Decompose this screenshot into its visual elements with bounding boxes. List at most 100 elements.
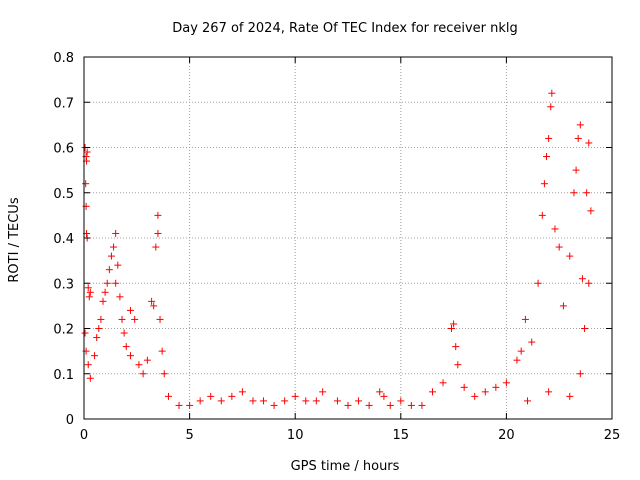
data-point <box>114 261 122 269</box>
y-tick-label: 0.4 <box>53 232 74 247</box>
data-point <box>312 397 320 405</box>
data-point <box>82 180 90 188</box>
data-point <box>86 374 94 382</box>
data-point <box>551 225 559 233</box>
data-point <box>545 388 553 396</box>
y-tick-label: 0.6 <box>53 142 74 157</box>
data-point <box>397 397 405 405</box>
data-point <box>126 352 134 360</box>
data-point <box>547 103 555 111</box>
chart-title: Day 267 of 2024, Rate Of TEC Index for r… <box>172 21 518 36</box>
data-point <box>439 379 447 387</box>
data-point <box>101 288 109 296</box>
data-point <box>122 343 130 351</box>
data-point <box>365 401 373 409</box>
data-point <box>319 388 327 396</box>
data-point <box>572 166 580 174</box>
data-point <box>585 139 593 147</box>
y-tick-label: 0.7 <box>53 96 74 111</box>
data-point <box>186 401 194 409</box>
y-tick-label: 0 <box>66 413 74 428</box>
data-point <box>131 315 139 323</box>
data-point <box>152 243 160 251</box>
y-tick-label: 0.1 <box>53 368 74 383</box>
data-point <box>566 252 574 260</box>
data-point <box>126 306 134 314</box>
data-point <box>110 243 118 251</box>
data-point <box>260 397 268 405</box>
x-tick-label: 0 <box>80 428 88 443</box>
data-point <box>538 211 546 219</box>
data-point <box>160 370 168 378</box>
data-point <box>139 370 147 378</box>
data-point <box>333 397 341 405</box>
data-point <box>583 189 591 197</box>
data-point <box>150 302 158 310</box>
data-point <box>570 189 578 197</box>
data-point <box>228 392 236 400</box>
data-point <box>534 279 542 287</box>
data-points <box>81 89 595 409</box>
data-point <box>175 401 183 409</box>
data-point <box>84 361 92 369</box>
y-tick-label: 0.5 <box>53 187 74 202</box>
data-point <box>164 392 172 400</box>
data-point <box>291 392 299 400</box>
x-tick-label: 15 <box>393 428 410 443</box>
x-tick-label: 5 <box>185 428 193 443</box>
data-point <box>86 288 94 296</box>
data-point <box>105 266 113 274</box>
data-point <box>543 153 551 161</box>
data-point <box>91 352 99 360</box>
data-point <box>450 320 458 328</box>
data-point <box>428 388 436 396</box>
data-point <box>576 121 584 129</box>
data-point <box>93 334 101 342</box>
data-point <box>574 134 582 142</box>
data-point <box>481 388 489 396</box>
data-point <box>380 392 388 400</box>
grid <box>84 57 612 419</box>
data-point <box>528 338 536 346</box>
data-point <box>524 397 532 405</box>
data-point <box>103 279 111 287</box>
data-point <box>217 397 225 405</box>
data-point <box>447 325 455 332</box>
data-point <box>545 134 553 142</box>
data-point <box>386 401 394 409</box>
data-point <box>281 397 289 405</box>
data-point <box>407 401 415 409</box>
y-axis-title: ROTI / TECUs <box>7 197 22 282</box>
data-point <box>207 392 215 400</box>
data-point <box>84 284 92 292</box>
x-tick-label: 10 <box>287 428 304 443</box>
tick-labels: 0 5 10 15 20 25 0 0.1 0.2 0.3 0.4 0.5 0.6 0.7 0.8 <box>53 51 620 443</box>
data-point <box>566 392 574 400</box>
data-point <box>107 252 115 260</box>
data-point <box>112 229 120 237</box>
data-point <box>97 315 105 323</box>
data-point <box>355 397 363 405</box>
data-point <box>116 293 124 301</box>
data-point <box>587 207 595 215</box>
data-point <box>156 315 164 323</box>
data-point <box>83 148 91 156</box>
data-point <box>120 329 128 337</box>
y-tick-label: 0.3 <box>53 277 74 292</box>
data-point <box>517 347 525 355</box>
data-point <box>148 297 156 305</box>
data-point <box>302 397 310 405</box>
data-point <box>158 347 166 355</box>
data-point <box>238 388 246 396</box>
data-point <box>540 180 548 188</box>
data-point <box>112 279 120 287</box>
data-point <box>376 388 384 396</box>
data-point <box>585 279 593 287</box>
data-point <box>521 315 529 323</box>
data-point <box>581 325 589 332</box>
data-point <box>578 275 586 283</box>
y-tick-label: 0.2 <box>53 323 74 338</box>
data-point <box>492 383 500 391</box>
data-point <box>196 397 204 405</box>
